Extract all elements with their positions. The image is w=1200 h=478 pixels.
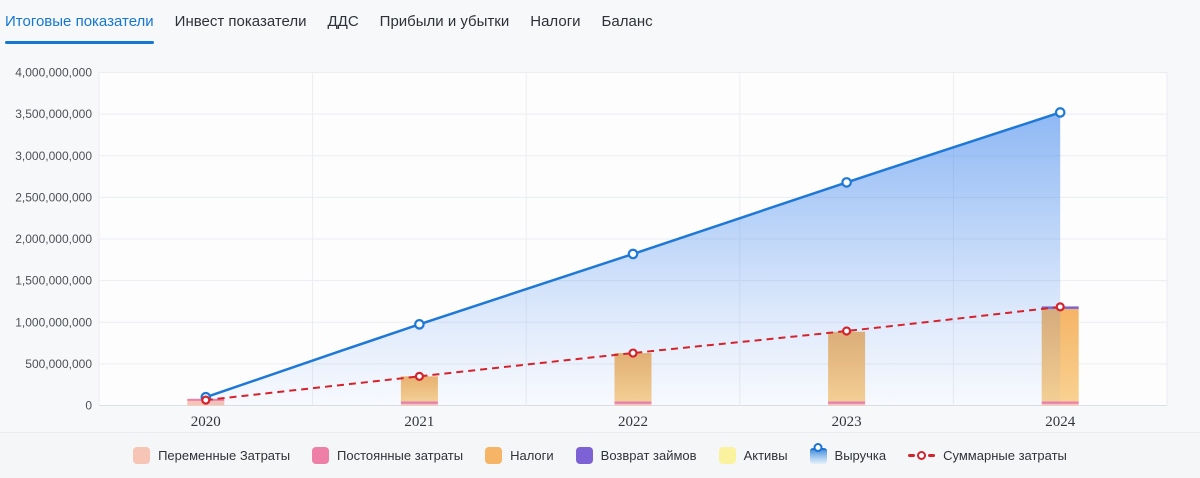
legend-label: Налоги: [510, 448, 554, 463]
tab-taxes[interactable]: Налоги: [530, 13, 581, 30]
total-costs-series: [201, 302, 1065, 405]
legend-label: Возврат займов: [600, 448, 697, 463]
svg-text:4,000,000,000: 4,000,000,000: [15, 66, 92, 80]
tab-dds[interactable]: ДДС: [327, 13, 359, 30]
tab-balance[interactable]: Баланс: [601, 13, 653, 30]
legend-fixed-costs[interactable]: Постоянные затраты: [312, 447, 463, 464]
tab-summary-indicators[interactable]: Итоговые показатели: [5, 13, 154, 44]
legend-revenue[interactable]: Выручка: [809, 442, 887, 464]
legend-label: Выручка: [834, 448, 887, 463]
area-series-icon: [809, 442, 827, 464]
dashed-line-icon: [908, 451, 936, 460]
svg-text:3,500,000,000: 3,500,000,000: [15, 107, 92, 121]
svg-text:2,500,000,000: 2,500,000,000: [15, 190, 92, 204]
tab-invest-indicators[interactable]: Инвест показатели: [174, 13, 307, 30]
legend-swatch-icon: [718, 447, 736, 464]
legend-label: Суммарные затраты: [943, 448, 1067, 463]
svg-text:2020: 2020: [191, 414, 221, 430]
legend-label: Переменные Затраты: [158, 448, 291, 463]
legend-taxes[interactable]: Налоги: [485, 447, 554, 464]
x-axis-labels: 2020 2021 2022 2023 2024: [191, 414, 1076, 430]
legend-swatch-icon: [312, 447, 330, 464]
svg-text:500,000,000: 500,000,000: [25, 357, 92, 371]
summary-chart-canvas: 0 500,000,000 1,000,000,000 1,500,000,000 2,…: [15, 66, 1168, 430]
svg-text:2,000,000,000: 2,000,000,000: [15, 232, 92, 246]
svg-text:3,000,000,000: 3,000,000,000: [15, 149, 92, 163]
svg-text:2021: 2021: [404, 414, 434, 430]
legend-loan-repayment[interactable]: Возврат займов: [575, 447, 697, 464]
svg-text:2022: 2022: [618, 414, 648, 430]
legend-assets[interactable]: Активы: [718, 447, 788, 464]
chart-legend: Переменные Затраты Постоянные затраты Нало…: [0, 432, 1200, 478]
tab-bar: Итоговые показатели Инвест показатели ДДС П…: [0, 0, 653, 44]
marker-dot-icon: [813, 442, 823, 452]
legend-swatch-icon: [133, 447, 151, 464]
tab-profit-and-loss[interactable]: Прибыли и убытки: [379, 13, 510, 30]
svg-text:2024: 2024: [1045, 414, 1076, 430]
legend-swatch-icon: [485, 447, 503, 464]
svg-text:0: 0: [85, 399, 92, 413]
legend-label: Постоянные затраты: [337, 448, 464, 463]
legend-variable-costs[interactable]: Переменные Затраты: [133, 447, 290, 464]
legend-swatch-icon: [575, 447, 593, 464]
legend-label: Активы: [743, 448, 788, 463]
svg-text:1,000,000,000: 1,000,000,000: [15, 315, 92, 329]
svg-text:1,500,000,000: 1,500,000,000: [15, 274, 92, 288]
legend-total-costs[interactable]: Суммарные затраты: [908, 448, 1067, 463]
svg-text:2023: 2023: [832, 414, 862, 430]
